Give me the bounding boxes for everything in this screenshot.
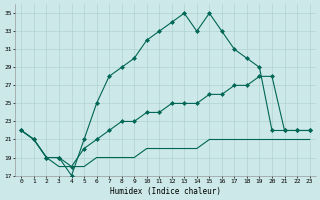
- X-axis label: Humidex (Indice chaleur): Humidex (Indice chaleur): [110, 187, 221, 196]
